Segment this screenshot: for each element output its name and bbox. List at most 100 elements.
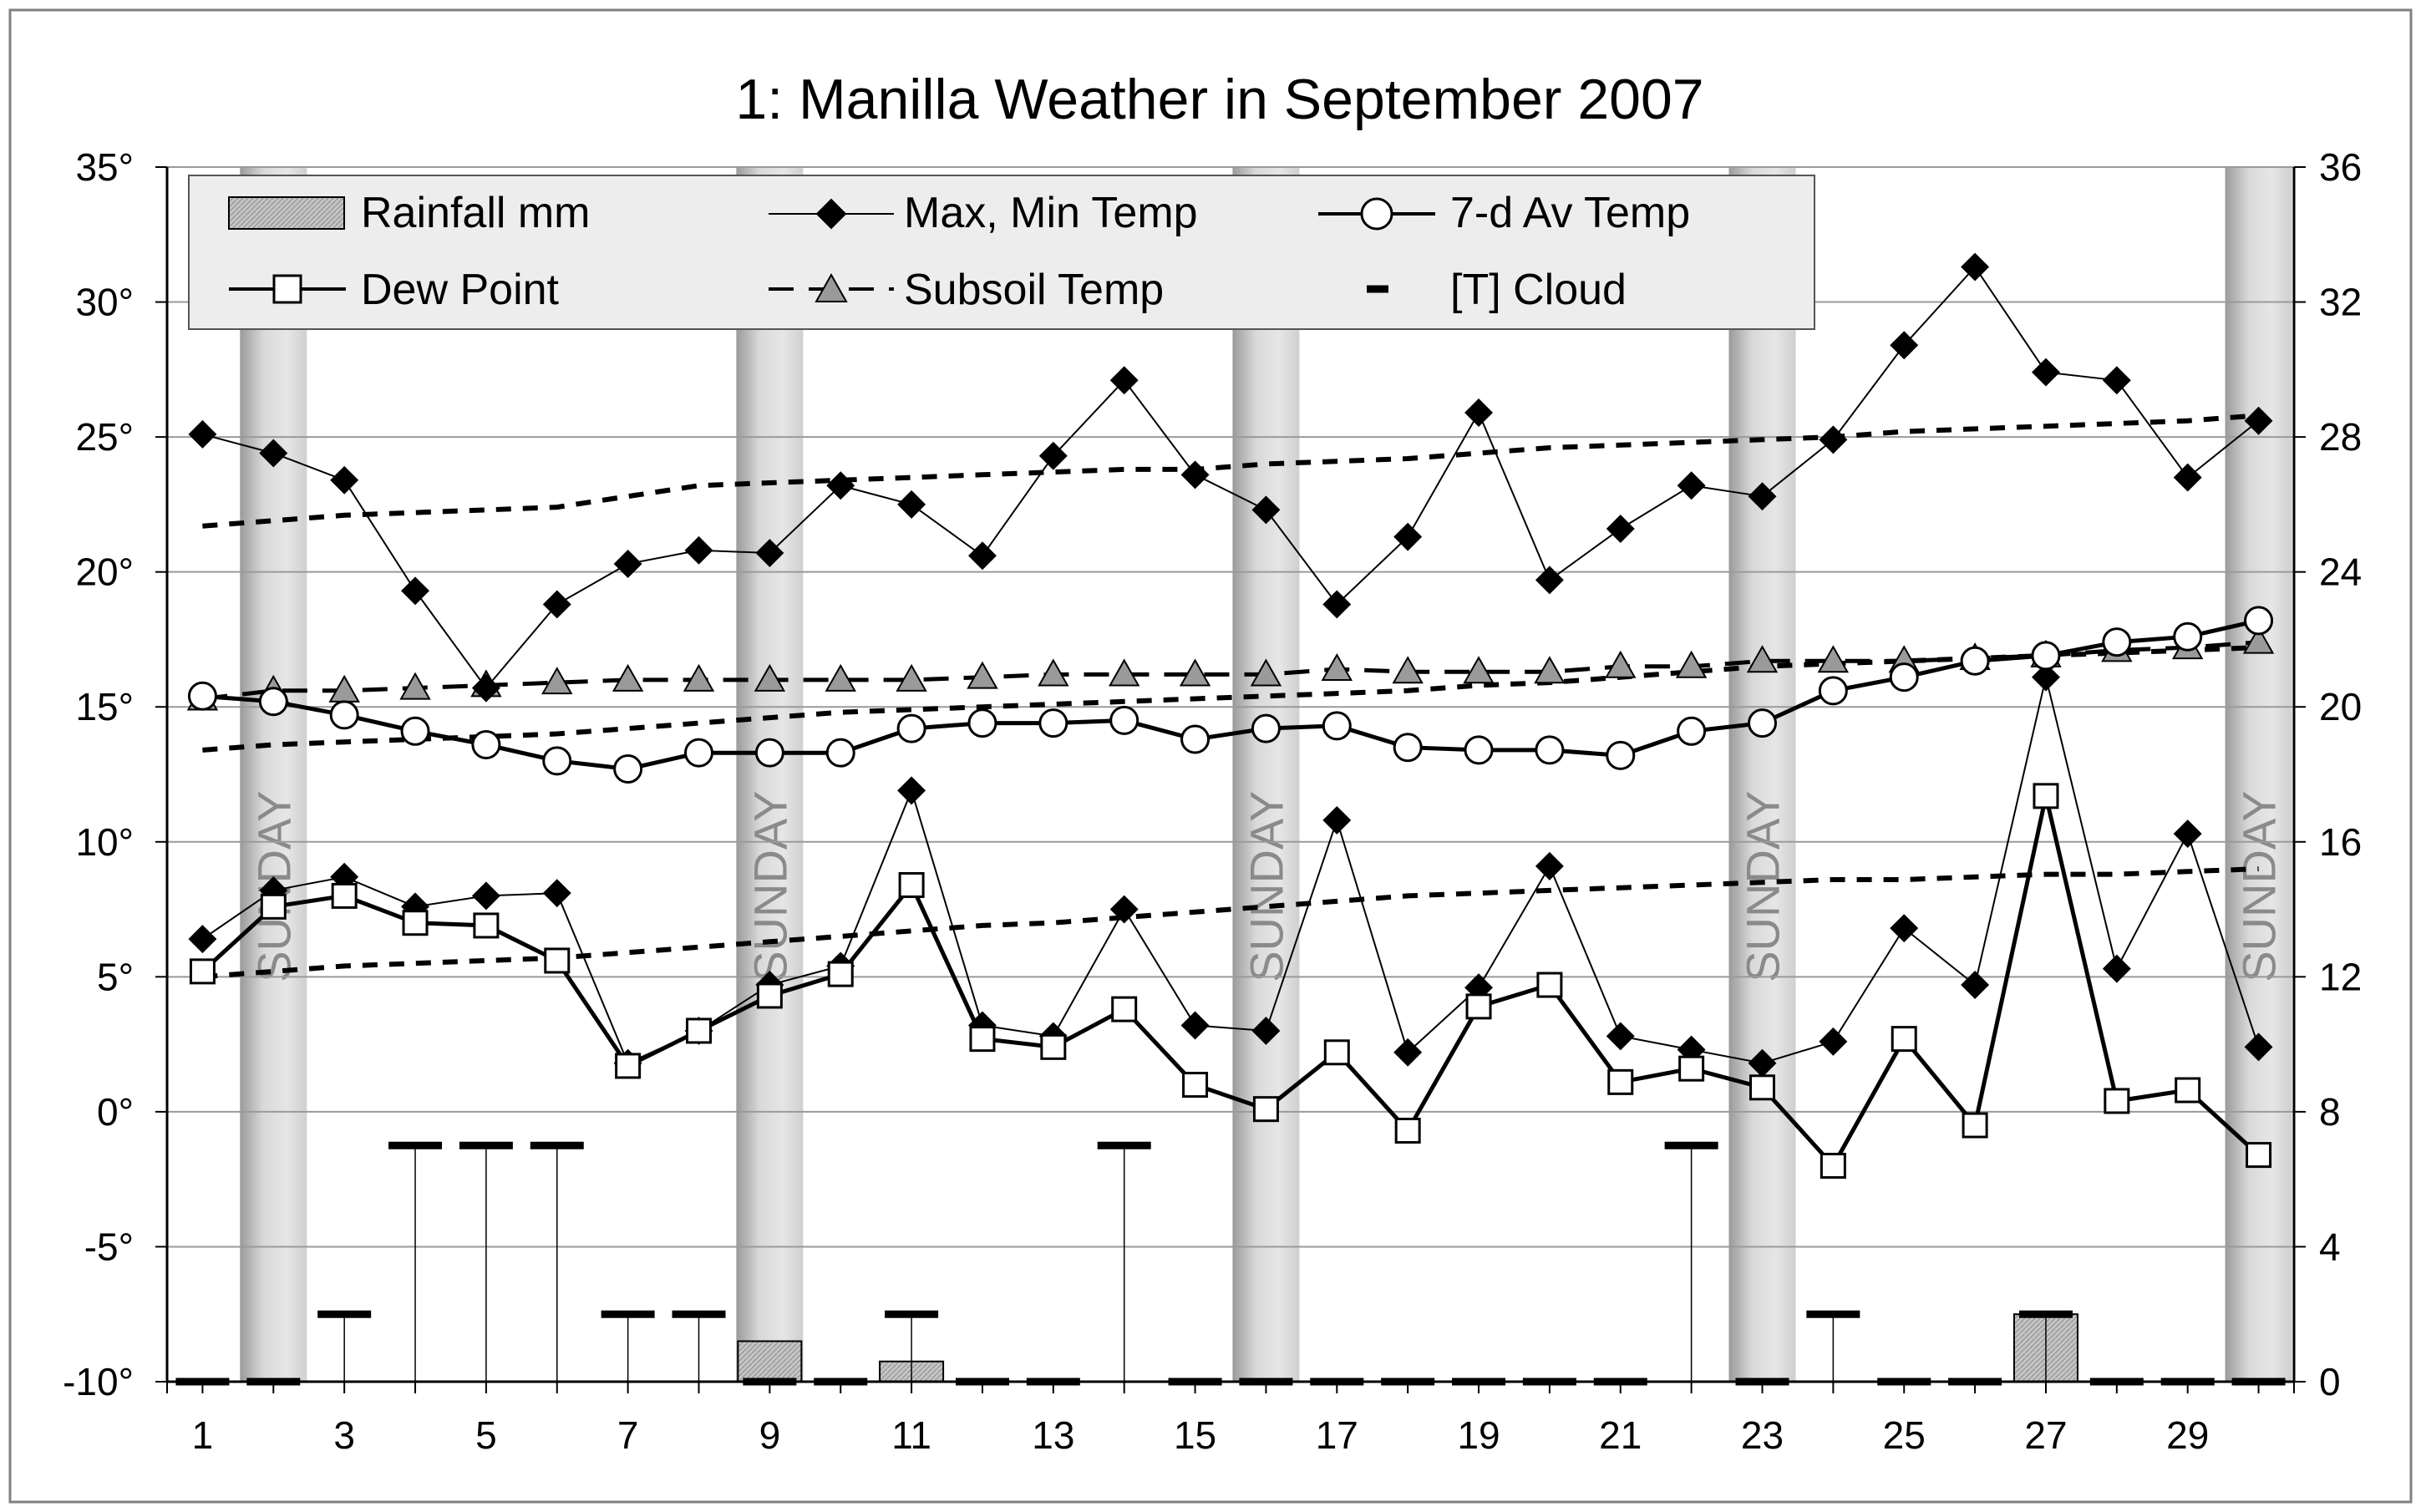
min-temp-point — [1606, 1022, 1635, 1051]
dew-point-point — [1182, 1072, 1209, 1098]
legend-avg7-marker — [1360, 197, 1393, 231]
dew-point-point — [756, 982, 783, 1009]
x-tick-label: 9 — [759, 1413, 781, 1457]
max-temp-point — [755, 539, 784, 568]
legend-maxmin-label: Max, Min Temp — [904, 189, 1198, 237]
x-tick-label: 7 — [617, 1413, 639, 1457]
dew-point-point — [1607, 1068, 1634, 1095]
x-tick-label: 23 — [1741, 1413, 1784, 1457]
dew-point-point — [1111, 996, 1138, 1022]
avg7-temp-point — [1038, 708, 1068, 738]
max-temp-point — [967, 541, 997, 571]
sunday-label: SUNDAY — [1240, 791, 1292, 982]
dew-point-point — [615, 1053, 642, 1079]
subsoil-point — [1675, 650, 1708, 678]
avg7-temp-point — [1818, 676, 1848, 706]
avg7-temp-point — [1322, 711, 1352, 741]
rainfall-bar — [737, 1340, 803, 1383]
avg7-temp-point — [1109, 705, 1139, 735]
x-tick-label: 17 — [1316, 1413, 1358, 1457]
avg7-temp-point — [542, 746, 572, 776]
max-temp-point — [542, 590, 571, 619]
avg7-temp-point — [2244, 606, 2274, 636]
x-tick-label: 19 — [1457, 1413, 1500, 1457]
y-right-tick-label: 32 — [2319, 281, 2362, 324]
max-temp-point — [330, 465, 359, 495]
x-tick-label: 21 — [1599, 1413, 1642, 1457]
chart-title: 1: Manilla Weather in September 2007 — [735, 68, 1703, 131]
legend-subsoil-marker — [815, 272, 848, 302]
dew-point-point — [1323, 1039, 1350, 1066]
subsoil-point — [612, 663, 644, 692]
y-right-tick-label: 20 — [2319, 685, 2362, 728]
max-temp-point — [1535, 566, 1564, 595]
dew-point-point — [969, 1026, 996, 1053]
dew-point-point — [827, 961, 854, 987]
subsoil-point — [683, 663, 715, 692]
y-right-tick-label: 0 — [2319, 1360, 2341, 1403]
min-temp-point — [1535, 851, 1564, 880]
x-tick-label: 3 — [333, 1413, 355, 1457]
x-tick-label: 11 — [891, 1413, 931, 1457]
dew-point-point — [331, 882, 358, 909]
subsoil-point — [967, 661, 998, 689]
dew-point-point — [1394, 1118, 1421, 1144]
x-tick-label: 1 — [192, 1413, 214, 1457]
y-left-tick-label: -10° — [63, 1360, 134, 1403]
min-temp-point — [1251, 1016, 1281, 1045]
sunday-band — [736, 167, 804, 1382]
avg7-temp-point — [1960, 646, 1990, 676]
dew-point-point — [1962, 1112, 1988, 1139]
min-temp-point — [1748, 1048, 1777, 1078]
y-left-tick-label: 35° — [75, 145, 134, 189]
subsoil-point — [1392, 656, 1424, 684]
subsoil-point — [2242, 626, 2275, 654]
avg7-temp-point — [754, 738, 784, 768]
avg7-temp-point — [1889, 662, 1919, 693]
min-temp-point — [471, 881, 500, 911]
dew-point-point — [1678, 1055, 1705, 1082]
max-temp-point — [1180, 460, 1210, 490]
y-right-tick-label: 28 — [2319, 415, 2362, 459]
subsoil-point — [1108, 658, 1140, 687]
subsoil-line — [202, 640, 2259, 701]
dew-point-point — [2175, 1077, 2201, 1104]
subsoil-point — [1321, 652, 1353, 681]
legend-dew-label: Dew Point — [361, 266, 560, 314]
avg7-temp-point — [258, 687, 288, 717]
legend-maxmin-marker — [815, 198, 847, 230]
min-temp-point — [2102, 954, 2131, 983]
legend: Rainfall mm Max, Min Temp 7-d Av Temp De… — [188, 175, 1815, 330]
y-left-tick-label: 5° — [97, 955, 134, 998]
subsoil-point — [541, 667, 573, 695]
sunday-label: SUNDAY — [2233, 791, 2286, 982]
max-temp-point — [684, 535, 713, 565]
legend-subsoil-label: Subsoil Temp — [904, 266, 1164, 314]
dew-point-point — [2033, 783, 2059, 809]
avg7-temp-point — [1180, 724, 1210, 754]
subsoil-point — [1463, 656, 1495, 684]
sunday-band — [1232, 167, 1300, 1382]
dew-point-point — [1891, 1026, 1917, 1053]
subsoil-point — [1250, 658, 1282, 687]
min-temp-point — [897, 776, 926, 805]
sunday-band — [1728, 167, 1796, 1382]
subsoil-point — [825, 663, 856, 692]
trend-lines — [202, 413, 2259, 980]
min-temp-point — [542, 879, 571, 908]
dew-point-point — [260, 893, 287, 920]
mid-trend-line — [202, 645, 2259, 753]
subsoil-point — [754, 663, 786, 692]
sunday-band — [2225, 167, 2292, 1382]
min-temp-point — [1890, 914, 1919, 943]
avg7-temp-point — [613, 754, 643, 784]
avg7-temp-point — [471, 729, 501, 759]
subsoil-point — [1179, 658, 1211, 687]
avg7-temp-point — [400, 716, 430, 746]
max-temp-point — [1251, 495, 1281, 525]
max-temp-point — [897, 490, 926, 519]
y-right-tick-label: 4 — [2319, 1225, 2341, 1268]
data-markers — [186, 252, 2275, 1180]
min-temp-point — [188, 925, 217, 954]
